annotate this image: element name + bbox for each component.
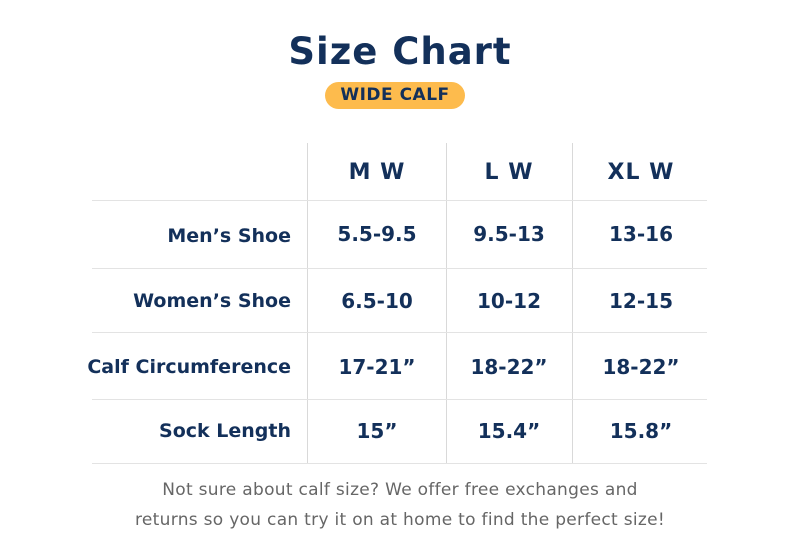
row-label: Men’s Shoe	[167, 225, 291, 247]
row-divider	[92, 200, 707, 201]
table-cell: 5.5-9.5	[337, 222, 417, 246]
row-divider	[92, 268, 707, 269]
column-header-mw: M W	[348, 160, 406, 185]
wide-calf-badge: WIDE CALF	[325, 82, 465, 109]
table-cell: 15.8”	[609, 419, 673, 443]
footer-note-line-2: returns so you can try it on at home to …	[135, 510, 665, 530]
column-divider	[446, 143, 447, 464]
table-cell: 9.5-13	[473, 222, 545, 246]
page-title: Size Chart	[288, 30, 512, 73]
table-cell: 18-22”	[470, 355, 548, 379]
table-cell: 13-16	[609, 222, 673, 246]
row-divider	[92, 332, 707, 333]
column-divider	[572, 143, 573, 464]
table-cell: 6.5-10	[341, 289, 413, 313]
table-cell: 12-15	[609, 289, 673, 313]
table-cell: 17-21”	[338, 355, 416, 379]
footer-note-line-1: Not sure about calf size? We offer free …	[162, 480, 638, 500]
column-header-xlw: XL W	[607, 160, 675, 185]
table-cell: 10-12	[477, 289, 541, 313]
table-cell: 15”	[356, 419, 398, 443]
column-header-lw: L W	[484, 160, 534, 185]
row-divider	[92, 399, 707, 400]
column-divider	[307, 143, 308, 464]
table-cell: 18-22”	[602, 355, 680, 379]
row-label: Sock Length	[159, 420, 291, 442]
row-label: Women’s Shoe	[133, 290, 291, 312]
row-label: Calf Circumference	[87, 356, 291, 378]
table-cell: 15.4”	[477, 419, 541, 443]
row-divider	[92, 463, 707, 464]
